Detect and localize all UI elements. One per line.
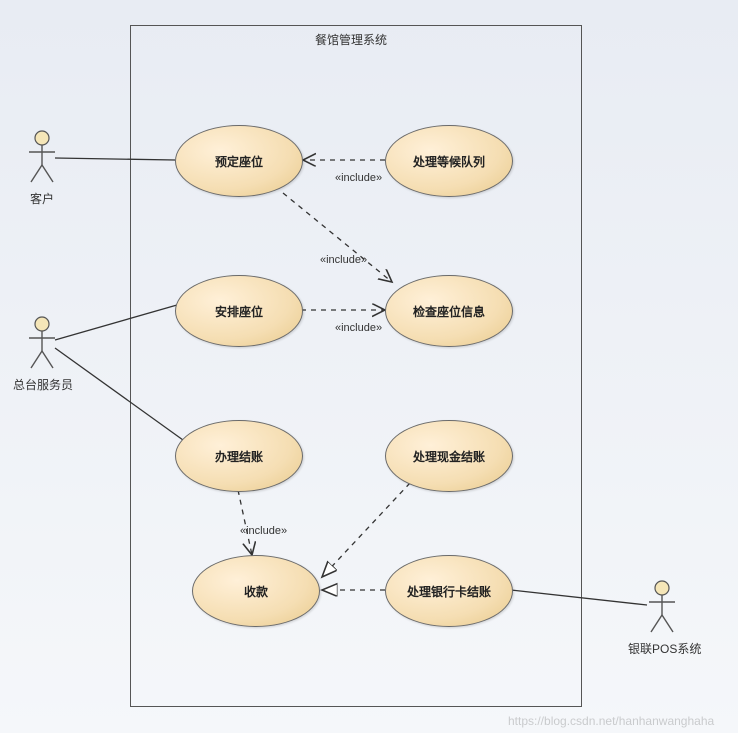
usecase-reserve: 预定座位 (175, 125, 303, 197)
usecase-collect: 收款 (192, 555, 320, 627)
usecase-checkseat: 检查座位信息 (385, 275, 513, 347)
usecase-card: 处理银行卡结账 (385, 555, 513, 627)
actor-reception (27, 316, 57, 371)
actor-pos-label: 银联POS系统 (628, 640, 701, 657)
actor-customer (27, 130, 57, 185)
usecase-settle: 办理结账 (175, 420, 303, 492)
stereotype-include-3: «include» (335, 322, 382, 334)
boundary-title: 餐馆管理系统 (315, 31, 387, 48)
stereotype-include-4: «include» (240, 525, 287, 537)
watermark: https://blog.csdn.net/hanhanwanghaha (508, 714, 714, 728)
diagram-canvas: 餐馆管理系统 预定座位 处理等候队列 安排座位 检查座位信息 办理结账 处理现金… (0, 0, 738, 733)
usecase-arrange: 安排座位 (175, 275, 303, 347)
actor-pos (647, 580, 677, 635)
usecase-queue: 处理等候队列 (385, 125, 513, 197)
stereotype-include-1: «include» (335, 172, 382, 184)
actor-reception-label: 总台服务员 (13, 376, 73, 393)
actor-customer-label: 客户 (30, 190, 54, 207)
usecase-cash: 处理现金结账 (385, 420, 513, 492)
stereotype-include-2: «include» (320, 254, 367, 266)
